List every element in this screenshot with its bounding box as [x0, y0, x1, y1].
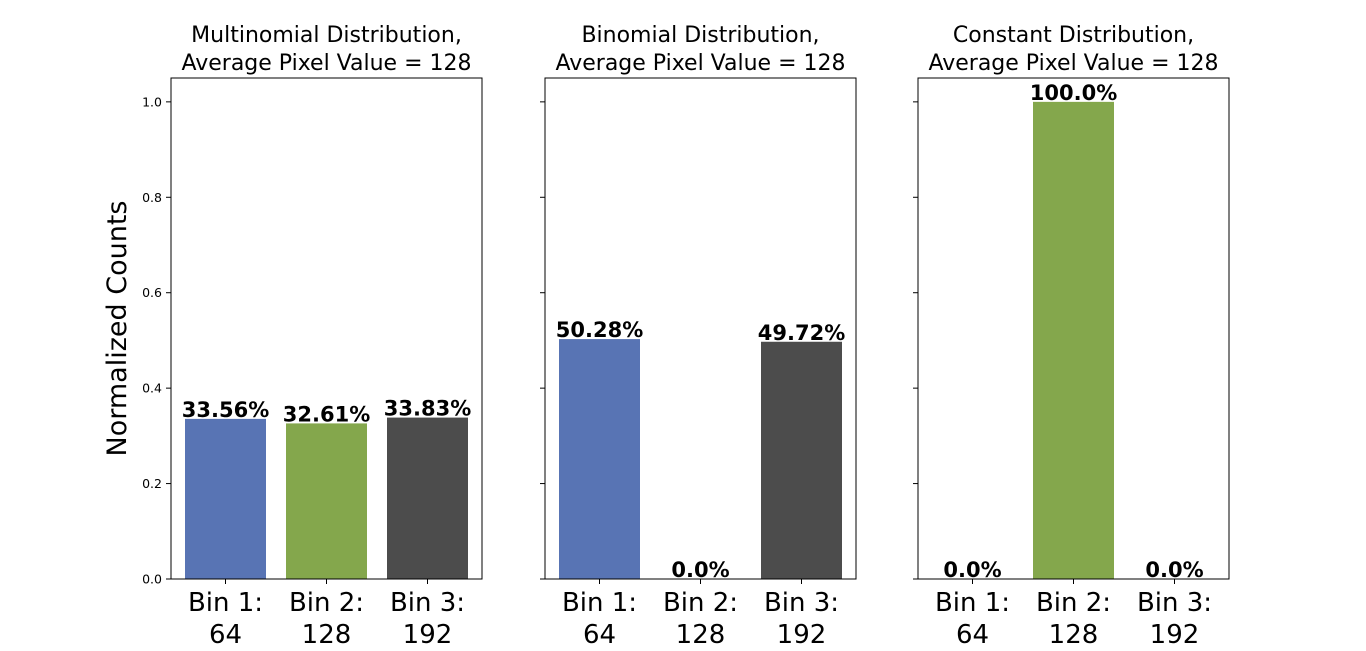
x-tick-label-line-2: 192 [777, 620, 827, 650]
y-tick-label: 0.2 [142, 476, 162, 491]
bar-value-label: 0.0% [671, 558, 729, 582]
x-tick-label-line-1: Bin 1: [188, 588, 263, 618]
x-tick-label-line-1: Bin 3: [390, 588, 465, 618]
bar [387, 417, 468, 579]
x-tick-label-line-2: 128 [302, 620, 352, 650]
x-tick-label-line-1: Bin 2: [663, 588, 738, 618]
chart-panel-2: Binomial Distribution, Average Pixel Valu… [540, 23, 857, 650]
x-tick-label-line-1: Bin 2: [289, 588, 364, 618]
chart-title-line-2: Average Pixel Value = 128 [555, 51, 845, 76]
chart-panel-1: Multinomial Distribution, Average Pixel V… [102, 23, 483, 650]
x-tick-label-line-1: Bin 1: [935, 588, 1010, 618]
bar [1033, 101, 1114, 579]
bar-value-label: 0.0% [943, 558, 1001, 582]
x-tick-label-line-2: 128 [676, 620, 726, 650]
bar-value-label: 49.72% [758, 321, 845, 345]
bar [559, 339, 640, 579]
chart-title-line-1: Constant Distribution, [953, 23, 1194, 48]
plot-frame [917, 77, 1230, 580]
x-tick-label-line-2: 128 [1049, 620, 1099, 650]
x-tick-label-line-1: Bin 3: [1137, 588, 1212, 618]
bar [185, 418, 266, 579]
y-tick-label: 0.0 [142, 572, 162, 587]
plot-frame [170, 77, 483, 580]
bar-value-label: 33.83% [384, 397, 471, 421]
y-tick-label: 0.8 [142, 190, 162, 205]
bar [286, 423, 367, 579]
y-tick-label: 0.4 [142, 381, 162, 396]
plot-frame [544, 77, 857, 580]
y-tick-label: 1.0 [142, 94, 162, 109]
bar-value-label: 33.56% [182, 398, 269, 422]
chart-title-line-1: Multinomial Distribution, [191, 23, 462, 48]
bar [761, 341, 842, 579]
x-tick-label-line-1: Bin 2: [1036, 588, 1111, 618]
chart-title-line-2: Average Pixel Value = 128 [181, 51, 471, 76]
x-tick-label-line-2: 64 [583, 620, 616, 650]
x-tick-label-line-1: Bin 1: [562, 588, 637, 618]
chart-panel-3: Constant Distribution, Average Pixel Valu… [913, 23, 1230, 650]
bar-value-label: 0.0% [1145, 558, 1203, 582]
y-axis-label: Normalized Counts [102, 201, 133, 457]
x-tick-label-line-2: 64 [209, 620, 242, 650]
chart-title-line-1: Binomial Distribution, [581, 23, 819, 48]
bar-value-label: 50.28% [556, 318, 643, 342]
bar-value-label: 32.61% [283, 402, 370, 426]
x-tick-label-line-2: 64 [956, 620, 989, 650]
x-tick-label-line-2: 192 [403, 620, 453, 650]
bar-value-label: 100.0% [1030, 81, 1117, 105]
x-tick-label-line-1: Bin 3: [764, 588, 839, 618]
y-tick-label: 0.6 [142, 285, 162, 300]
chart-title-line-2: Average Pixel Value = 128 [928, 51, 1218, 76]
x-tick-label-line-2: 192 [1150, 620, 1200, 650]
